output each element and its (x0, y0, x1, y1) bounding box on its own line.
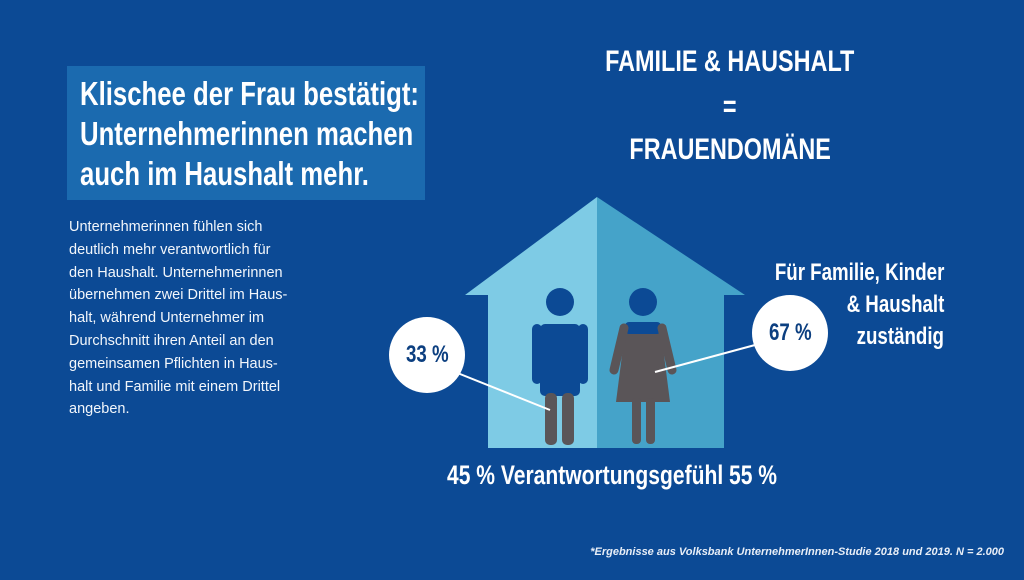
heading-text: FAMILIE & HAUSHALT (605, 45, 855, 78)
body-line: den Haushalt. Unternehmerinnen (69, 264, 283, 281)
side-label-line: zuständig (856, 323, 944, 350)
man-icon (532, 288, 588, 445)
body-line: Unternehmerinnen fühlen sich (69, 219, 263, 235)
connector-line-women (654, 344, 756, 373)
responsibility-label: 45 % Verantwortungsgefühl 55 % (447, 460, 870, 491)
title-line: Klischee der Frau bestätigt: (80, 75, 419, 112)
body-line: übernehmen zwei Drittel im Haus- (69, 287, 288, 304)
house-left-half (465, 197, 597, 448)
title-line: Unternehmerinnen machen (80, 115, 414, 152)
women-share-value: 67 % (768, 319, 812, 346)
side-label-line: & Haushalt (846, 291, 944, 318)
heading-line1: FAMILIE & HAUSHALT (560, 45, 900, 79)
body-line: angeben. (69, 401, 130, 418)
heading-text: = (723, 90, 737, 123)
men-share-value: 33 % (405, 341, 449, 368)
title-box: Klischee der Frau bestätigt: Unternehmer… (67, 66, 425, 200)
footnote: *Ergebnisse aus Volksbank UnternehmerInn… (590, 546, 1004, 558)
body-line: Durchschnitt ihren Anteil an den (69, 332, 274, 349)
connector-line-men (454, 371, 551, 411)
responsibility-text: 45 % Verantwortungsgefühl 55 % (447, 460, 778, 490)
body-line: gemeinsamen Pflichten in Haus- (69, 355, 278, 372)
side-label: Für Familie, Kinder & Haushalt zuständig (727, 257, 944, 353)
body-line: halt, während Unternehmer im (69, 310, 265, 327)
woman-icon (609, 288, 677, 444)
heading-line2: FRAUENDOMÄNE (560, 133, 900, 167)
body-paragraph: Unternehmerinnen fühlen sich deutlich me… (69, 216, 359, 421)
men-share-circle: 33 % (389, 317, 465, 393)
title-line: auch im Haushalt mehr. (80, 155, 369, 192)
body-line: deutlich mehr verantwortlich für (69, 241, 271, 258)
heading-text: FRAUENDOMÄNE (629, 133, 831, 166)
heading-equals: = (560, 90, 900, 124)
women-share-circle: 67 % (752, 295, 828, 371)
house-right-half (597, 197, 745, 448)
body-line: halt und Familie mit einem Drittel (69, 378, 281, 395)
side-label-line: Für Familie, Kinder (774, 259, 944, 286)
